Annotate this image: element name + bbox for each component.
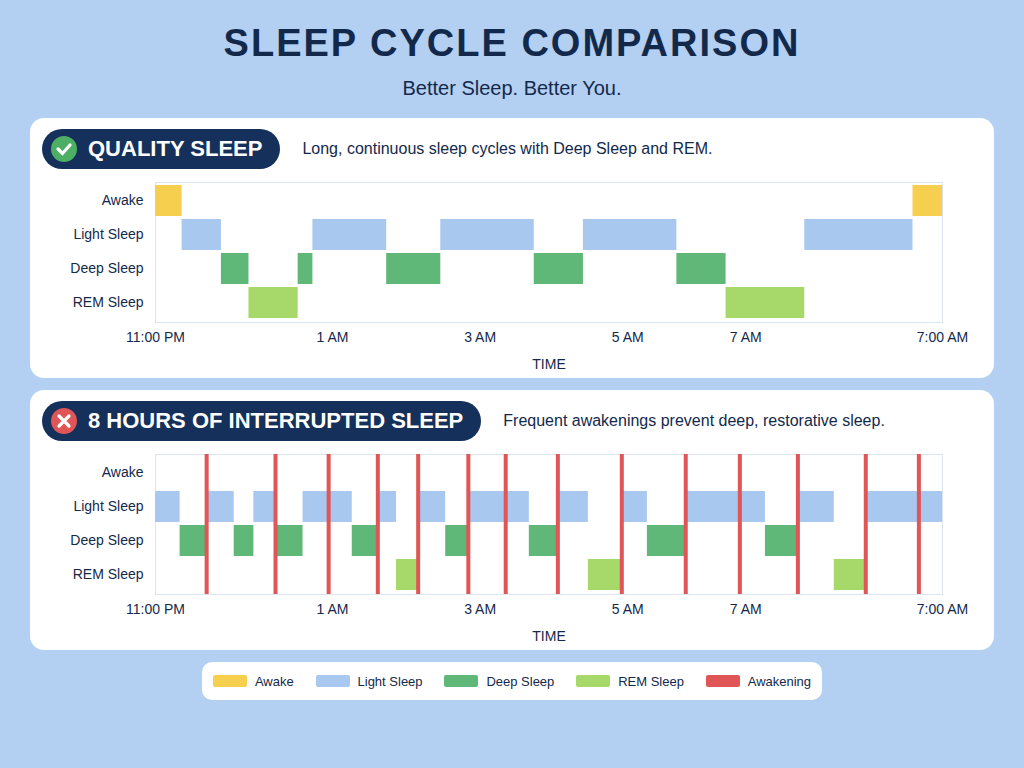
- html-text:QUALITY SLEEP: QUALITY SLEEP: [88, 136, 263, 161]
- html-text:SLEEP CYCLE COMPARISON: SLEEP CYCLE COMPARISON: [223, 22, 801, 64]
- svg-text:Awake: Awake: [102, 192, 144, 208]
- svg-text:TIME: TIME: [532, 356, 565, 372]
- svg-text:11:00 PM: 11:00 PM: [126, 601, 185, 617]
- html-text:8 HOURS OF INTERRUPTED SLEEP: 8 HOURS OF INTERRUPTED SLEEP: [88, 408, 464, 433]
- svg-text:11:00 PM: 11:00 PM: [126, 329, 185, 345]
- html-text:Long, continuous sleep cycles: Long, continuous sleep cycles with Deep …: [302, 140, 713, 157]
- svg-text:7 AM: 7 AM: [730, 601, 762, 617]
- svg-text:1 AM: 1 AM: [317, 329, 349, 345]
- svg-text:7:00 AM: 7:00 AM: [917, 329, 968, 345]
- svg-text:1 AM: 1 AM: [317, 601, 349, 617]
- svg-text:Deep Sleep: Deep Sleep: [70, 260, 143, 276]
- html-text:Light Sleep: Light Sleep: [357, 673, 423, 689]
- svg-text:3 AM: 3 AM: [464, 329, 496, 345]
- svg-text:Light Sleep: Light Sleep: [73, 498, 143, 514]
- svg-text:Deep Sleep: Deep Sleep: [70, 532, 143, 548]
- html-text:Awakening: Awakening: [747, 673, 812, 689]
- svg-text:TIME: TIME: [532, 628, 565, 644]
- html-text:REM Sleep: REM Sleep: [618, 673, 684, 689]
- html-text:Frequent awakenings prevent de: Frequent awakenings prevent deep, restor…: [503, 412, 885, 429]
- svg-text:Light Sleep: Light Sleep: [73, 226, 143, 242]
- svg-text:REM Sleep: REM Sleep: [73, 566, 144, 582]
- svg-text:5 AM: 5 AM: [612, 601, 644, 617]
- svg-text:REM Sleep: REM Sleep: [73, 294, 144, 310]
- svg-text:7:00 AM: 7:00 AM: [917, 601, 968, 617]
- html-text:Better Sleep. Better You.: Better Sleep. Better You.: [402, 77, 622, 99]
- html-text:Deep Sleep: Deep Sleep: [486, 673, 555, 689]
- svg-text:7 AM: 7 AM: [730, 329, 762, 345]
- svg-text:5 AM: 5 AM: [612, 329, 644, 345]
- html-text:Awake: Awake: [254, 673, 294, 689]
- svg-text:Awake: Awake: [102, 464, 144, 480]
- svg-text:3 AM: 3 AM: [464, 601, 496, 617]
